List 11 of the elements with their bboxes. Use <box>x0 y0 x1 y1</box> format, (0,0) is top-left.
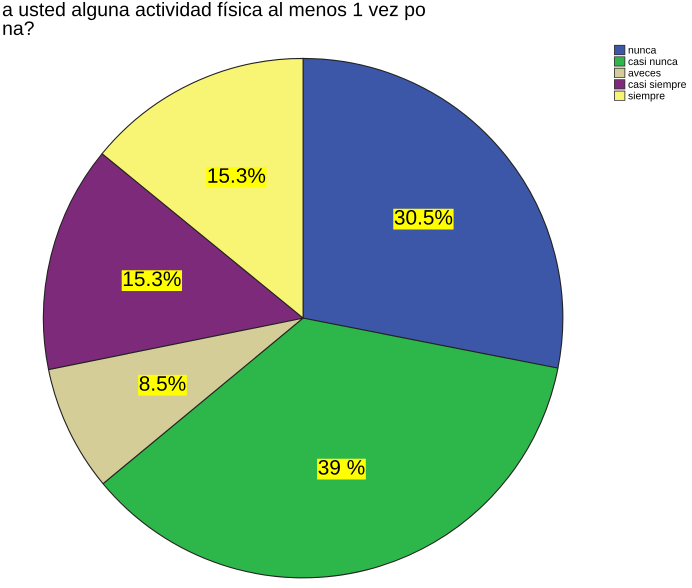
data-label: 15.3% <box>208 168 266 183</box>
data-label: 30.5% <box>394 210 452 225</box>
legend-label: casi siempre <box>628 80 686 90</box>
legend-label: siempre <box>628 92 665 102</box>
data-label: 8.5% <box>140 376 186 391</box>
legend-label: aveces <box>628 70 661 77</box>
chart-title: a usted alguna actividad física al menos 1 vez po na? <box>2 2 425 36</box>
legend-label: nunca <box>628 48 656 54</box>
data-label: 15.3% <box>124 271 181 286</box>
legend-label: casi nunca <box>628 57 678 66</box>
data-label: 39 % <box>318 460 364 475</box>
